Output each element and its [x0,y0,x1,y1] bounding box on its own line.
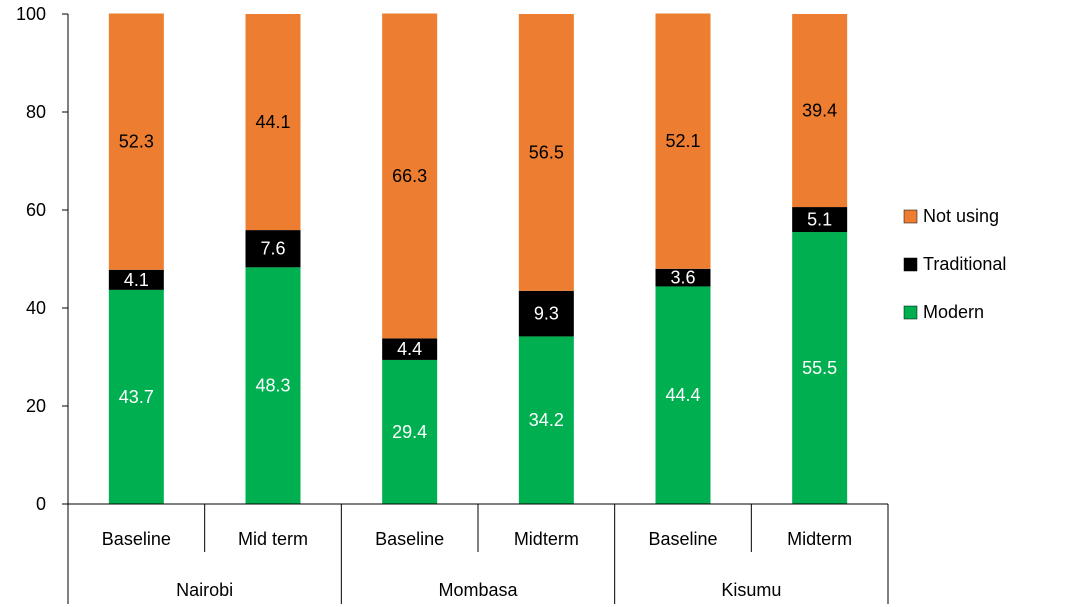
bar-segment-not-using [245,14,301,231]
x-group-label: Nairobi [176,580,233,600]
bar-segment-traditional [655,268,711,287]
bar-segment-traditional [518,290,574,337]
legend-label: Modern [923,302,984,322]
y-tick-label: 100 [16,4,46,24]
legend-swatch [903,305,918,320]
y-tick-label: 0 [36,494,46,514]
bar-segment-modern [792,232,848,505]
bar-segment-modern [382,359,438,504]
data-label: 29.4 [392,422,427,442]
bar-segment-traditional [382,338,438,360]
bar-segment-not-using [655,13,711,269]
y-tick-label: 20 [26,396,46,416]
legend-swatch [903,209,918,224]
bar-segment-traditional [108,269,164,290]
bar-segment-traditional [792,207,848,233]
y-tick-label: 60 [26,200,46,220]
data-label: 56.5 [529,142,564,162]
bar-segment-modern [108,289,164,504]
data-label: 5.1 [807,210,832,230]
bar-segment-modern [655,286,711,504]
bars: 43.7 4.1 52.3 48.3 7.6 44.1 29.4 4.4 66.3 34.2 9.3… [108,13,848,505]
bar-segment-not-using [108,13,164,270]
data-label: 7.6 [260,239,285,259]
y-tick-label: 40 [26,298,46,318]
data-label: 52.1 [665,131,700,151]
data-label: 43.7 [119,387,154,407]
data-label: 39.4 [802,101,837,121]
data-label: 55.5 [802,358,837,378]
bar-segment-modern [245,267,301,504]
data-label: 4.4 [397,339,422,359]
bar-segment-not-using [792,14,848,208]
bar-segment-not-using [518,14,574,291]
x-category-label: Baseline [102,529,171,549]
data-label: 3.6 [670,268,695,288]
bar-segment-modern [518,336,574,504]
x-category-label: Baseline [375,529,444,549]
data-label: 66.3 [392,166,427,186]
x-category-label: Baseline [648,529,717,549]
x-category-label: Midterm [787,529,852,549]
bar-segment-not-using [382,13,438,339]
data-label: 44.4 [665,385,700,405]
bar-segment-traditional [245,230,301,268]
legend-swatch [903,257,918,272]
data-label: 44.1 [255,112,290,132]
legend-label: Traditional [923,254,1006,274]
y-axis: 0 20 40 60 80 100 [16,4,69,514]
data-label: 34.2 [529,410,564,430]
x-category-label: Midterm [514,529,579,549]
legend: Not using Traditional Modern [903,206,1006,322]
data-label: 52.3 [119,132,154,152]
legend-label: Not using [923,206,999,226]
x-axis: Baseline Mid term Baseline Midterm Baseline M… [67,503,889,604]
y-tick-label: 80 [26,102,46,122]
x-group-label: Kisumu [721,580,781,600]
x-category-label: Mid term [238,529,308,549]
data-label: 9.3 [534,304,559,324]
data-label: 48.3 [255,376,290,396]
data-label: 4.1 [124,270,149,290]
x-group-label: Mombasa [438,580,518,600]
